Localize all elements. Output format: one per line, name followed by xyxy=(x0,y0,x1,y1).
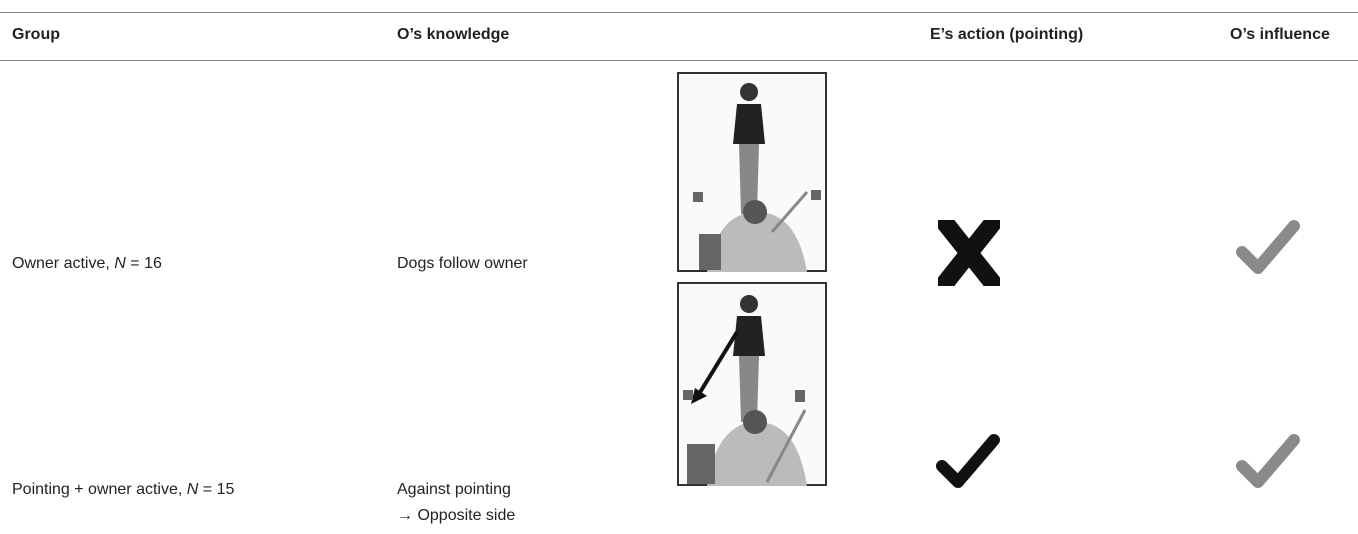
header-cell: E’s action (pointing) xyxy=(930,26,1084,43)
top-rule xyxy=(0,12,1358,13)
knowledge-cell: → Opposite side xyxy=(397,507,516,524)
knowledge-cell: Against pointing xyxy=(397,481,511,498)
check-icon xyxy=(936,434,1000,488)
header-cell: O’s influence xyxy=(1230,26,1330,43)
check-icon xyxy=(1236,220,1300,274)
text: = 15 xyxy=(198,481,235,498)
text: Owner active, xyxy=(12,255,115,272)
header-cell: O’s knowledge xyxy=(397,26,510,43)
group-cell: Owner active, N = 16 xyxy=(12,255,162,273)
text: = 16 xyxy=(125,255,162,272)
header-cell: Group xyxy=(12,26,60,43)
cross-icon xyxy=(938,220,1000,286)
illustration xyxy=(677,72,827,272)
text: N xyxy=(114,255,126,272)
knowledge-cell: Dogs follow owner xyxy=(397,255,528,272)
illustration xyxy=(677,282,827,486)
group-cell: Pointing + owner active, N = 15 xyxy=(12,481,234,499)
text: N xyxy=(186,481,199,498)
check-icon xyxy=(1236,434,1300,488)
text: Pointing + owner active, xyxy=(12,481,187,498)
header-rule xyxy=(0,60,1358,61)
